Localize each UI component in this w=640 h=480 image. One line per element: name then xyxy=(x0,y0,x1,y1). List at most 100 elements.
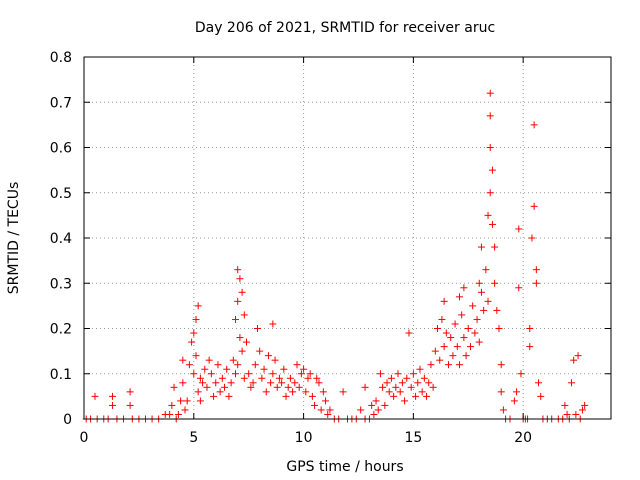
data-point xyxy=(168,401,176,409)
data-point xyxy=(361,383,369,391)
data-point xyxy=(203,383,211,391)
data-point xyxy=(225,392,233,400)
data-point xyxy=(236,334,244,342)
data-point xyxy=(499,406,507,414)
data-point xyxy=(368,401,376,409)
data-points xyxy=(82,89,589,423)
data-point xyxy=(488,166,496,174)
x-tick-label: 10 xyxy=(295,430,313,446)
data-point xyxy=(234,266,242,274)
data-point xyxy=(442,329,450,337)
data-point xyxy=(497,388,505,396)
data-point xyxy=(526,343,534,351)
data-point xyxy=(278,379,286,387)
data-point xyxy=(486,144,494,151)
data-point xyxy=(515,225,523,233)
data-point xyxy=(561,401,569,409)
data-point xyxy=(313,374,321,382)
data-point xyxy=(530,121,538,129)
y-tick-label: 0.3 xyxy=(50,276,72,292)
data-point xyxy=(440,297,448,305)
data-point xyxy=(574,352,582,360)
data-point xyxy=(247,383,255,391)
data-point xyxy=(216,388,224,396)
data-point xyxy=(205,356,213,364)
data-point xyxy=(528,234,536,242)
data-point xyxy=(190,370,198,378)
data-point xyxy=(477,243,485,251)
data-point xyxy=(218,374,226,382)
data-point xyxy=(190,329,198,337)
data-point xyxy=(308,392,316,400)
data-point xyxy=(322,397,330,405)
data-point xyxy=(462,352,470,360)
data-point xyxy=(177,397,185,405)
data-point xyxy=(185,361,193,369)
data-point xyxy=(196,374,204,382)
data-point xyxy=(236,275,244,283)
data-point xyxy=(379,383,387,391)
data-point xyxy=(260,365,268,373)
data-point xyxy=(374,406,382,414)
data-point xyxy=(295,383,303,391)
data-point xyxy=(458,311,466,319)
x-tick-label: 20 xyxy=(514,430,532,446)
data-point xyxy=(537,392,545,400)
data-point xyxy=(484,211,492,219)
data-point xyxy=(289,388,297,396)
data-point xyxy=(570,356,578,364)
data-point xyxy=(530,202,538,210)
data-point xyxy=(409,370,417,378)
y-tick-label: 0.1 xyxy=(50,367,72,383)
data-point xyxy=(267,379,275,387)
data-point xyxy=(207,370,215,378)
data-point xyxy=(357,406,365,414)
data-point xyxy=(405,329,413,337)
data-point xyxy=(179,356,187,364)
data-point xyxy=(412,392,420,400)
x-tick-label: 0 xyxy=(80,430,89,446)
data-point xyxy=(420,374,428,382)
data-point xyxy=(460,334,468,342)
data-point xyxy=(269,370,277,378)
data-point xyxy=(372,397,380,405)
data-point xyxy=(480,306,488,314)
axis-ticks xyxy=(83,56,611,420)
data-point xyxy=(319,388,327,396)
data-point xyxy=(188,338,196,346)
data-point xyxy=(535,379,543,387)
data-point xyxy=(392,383,400,391)
data-point xyxy=(258,374,266,382)
data-point xyxy=(532,266,540,274)
data-point xyxy=(273,383,281,391)
data-point xyxy=(416,365,424,373)
data-point xyxy=(453,343,461,351)
y-tick-label: 0.5 xyxy=(50,186,72,202)
data-point xyxy=(286,374,294,382)
data-point xyxy=(396,388,404,396)
data-point xyxy=(414,379,422,387)
data-point xyxy=(383,379,391,387)
data-point xyxy=(515,284,523,292)
data-point xyxy=(240,311,248,319)
data-point xyxy=(469,302,477,310)
data-point xyxy=(427,361,435,369)
data-point xyxy=(466,343,474,351)
data-point xyxy=(264,352,272,360)
data-point xyxy=(532,279,540,287)
data-point xyxy=(304,374,312,382)
data-point xyxy=(109,401,117,409)
data-point xyxy=(418,388,426,396)
data-point xyxy=(192,352,200,360)
data-point xyxy=(449,352,457,360)
chart-title: Day 206 of 2021, SRMTID for receiver aru… xyxy=(195,20,495,36)
x-axis-label: GPS time / hours xyxy=(286,459,403,475)
data-point xyxy=(460,284,468,292)
data-point xyxy=(394,370,402,378)
data-point xyxy=(407,383,415,391)
data-point xyxy=(572,410,580,418)
data-point xyxy=(238,288,246,296)
data-point xyxy=(477,288,485,296)
data-point xyxy=(455,361,463,369)
